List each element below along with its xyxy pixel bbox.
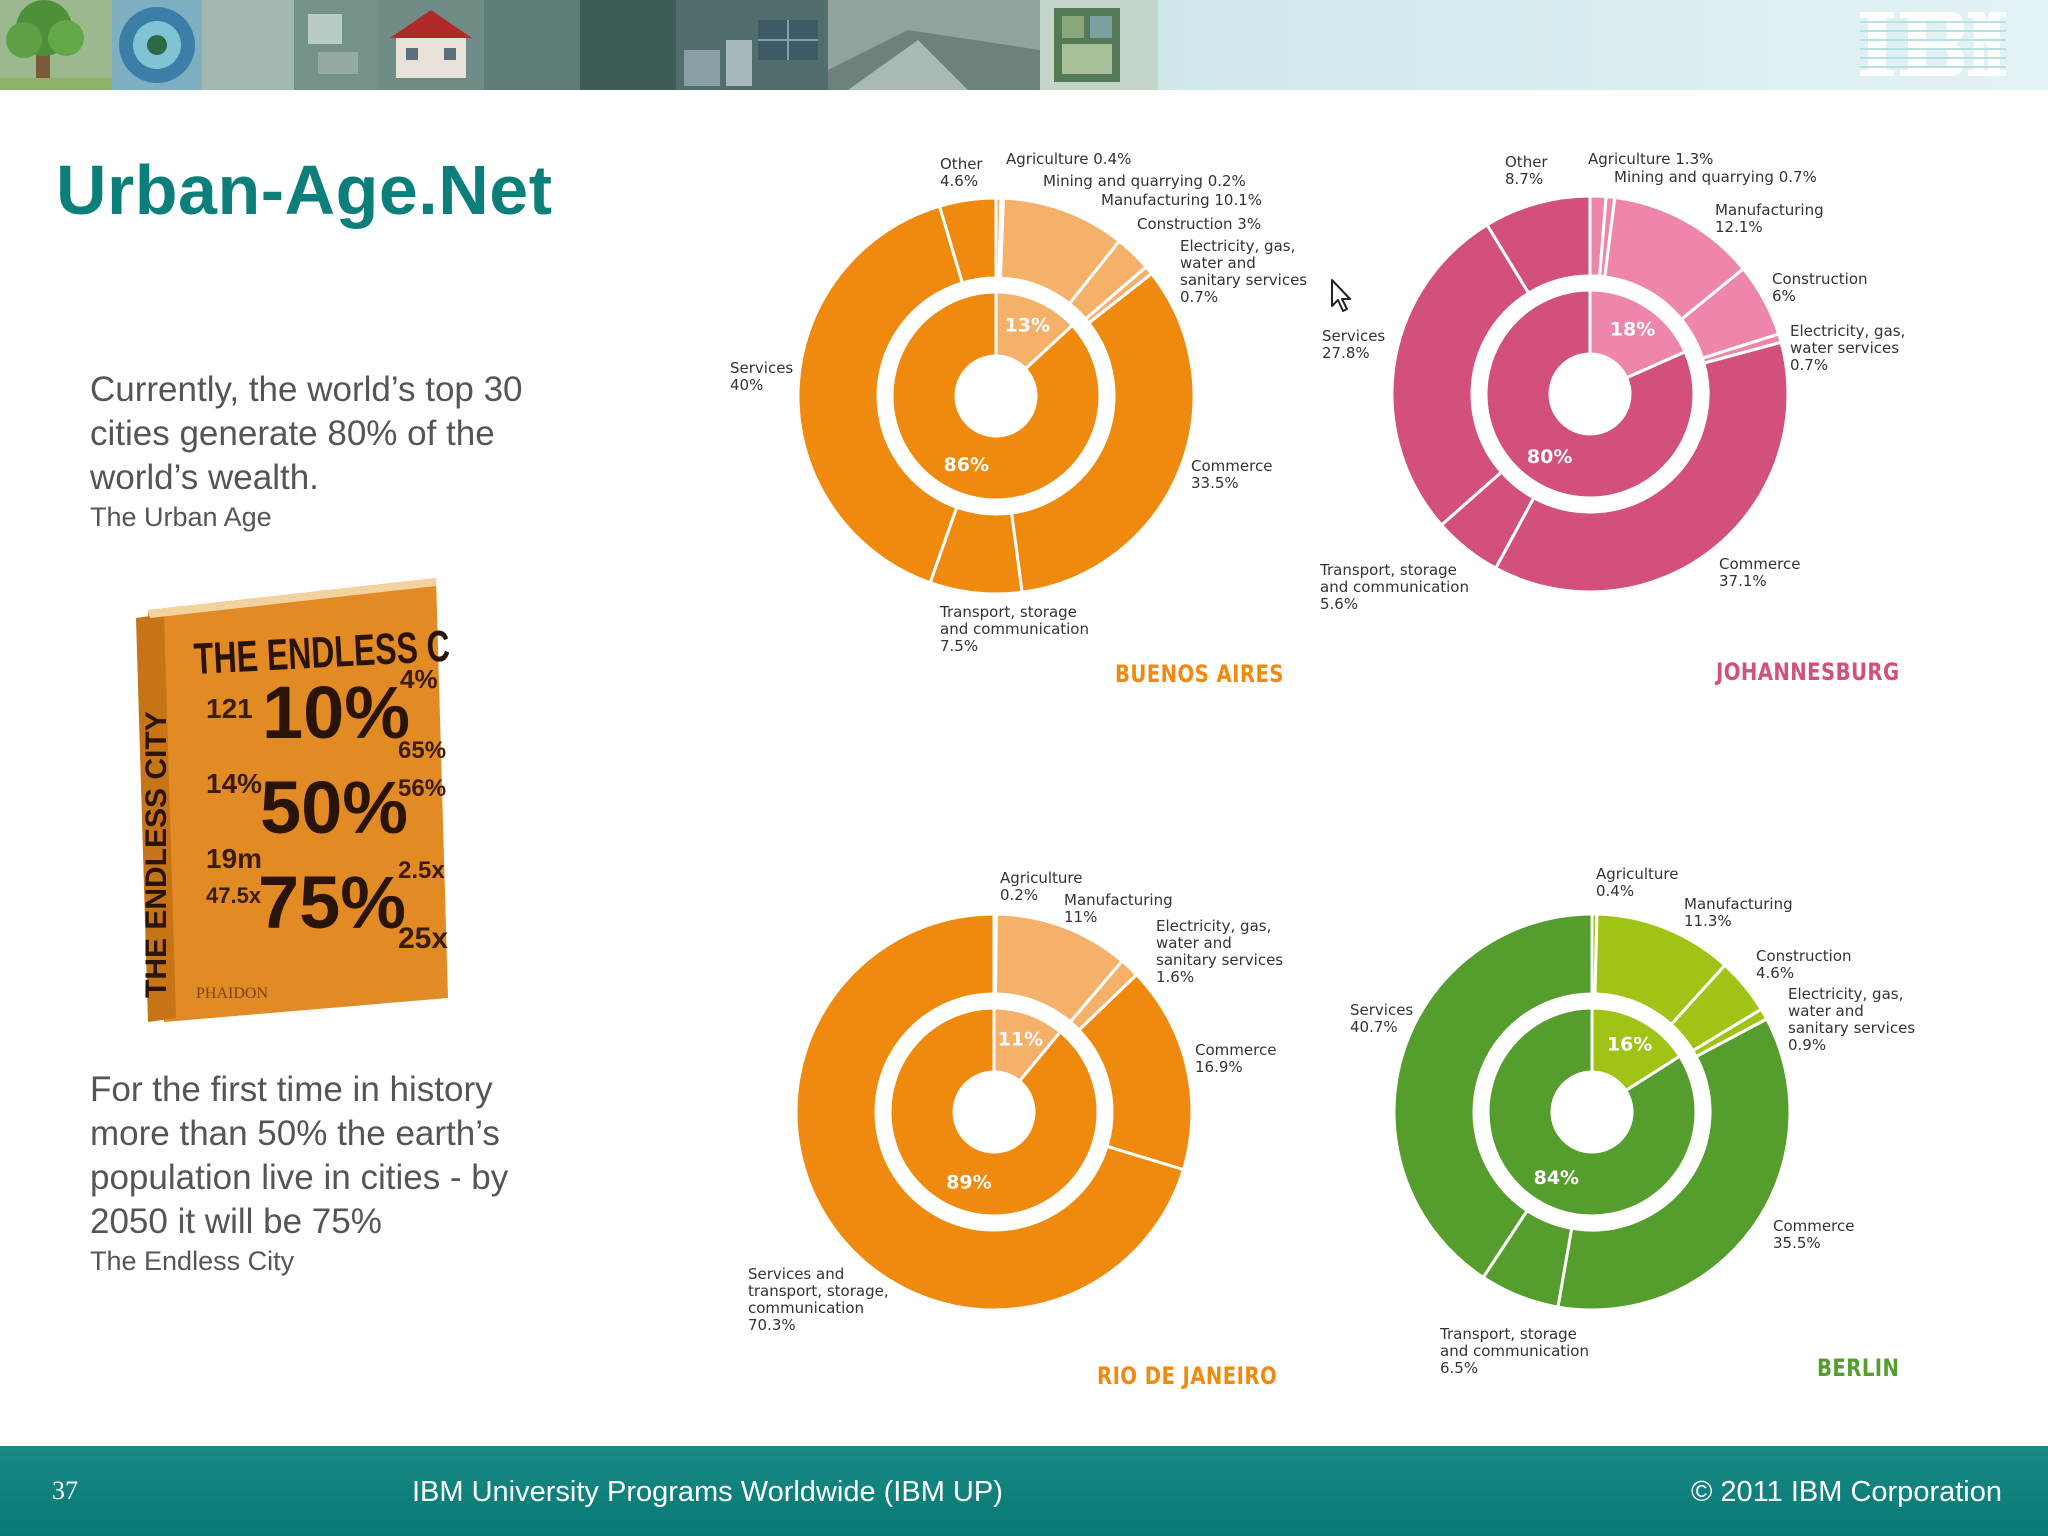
outer-ring-slice-commerce bbox=[1493, 340, 1790, 594]
chart-label-other: Other 8.7% bbox=[1505, 153, 1548, 188]
chart-label-electricity: Electricity, gas, water and sanitary ser… bbox=[1788, 985, 1916, 1054]
chart-label-commerce: Commerce 35.5% bbox=[1773, 1217, 1855, 1252]
chart-label-transport: Transport, storage and communication 5.6… bbox=[1320, 561, 1469, 613]
globe-diagram-image bbox=[112, 0, 202, 90]
outer-ring-slice-commerce bbox=[1556, 1016, 1792, 1312]
chart-label-commerce: Commerce 16.9% bbox=[1195, 1041, 1277, 1076]
book-publisher: PHAIDON bbox=[196, 985, 268, 1002]
aerial-photo bbox=[828, 0, 1040, 90]
chart-label-manufacturing: Manufacturing 12.1% bbox=[1715, 201, 1824, 236]
donut-chart-rio-de-janeiro: 11% 89% bbox=[794, 912, 1194, 1312]
donut-chart-buenos-aires: 13% 86% bbox=[796, 196, 1196, 596]
inner-ring-label: 86% bbox=[944, 454, 989, 476]
book-number-1: 10% bbox=[262, 671, 410, 754]
banner-panel bbox=[484, 0, 580, 90]
book-side-number: 25x bbox=[398, 922, 448, 955]
city-name-berlin: BERLIN bbox=[1817, 1354, 1900, 1382]
house-photo bbox=[378, 0, 484, 90]
inner-ring-label: 11% bbox=[998, 1029, 1043, 1051]
chart-label-transport: Transport, storage and communication 6.5… bbox=[1440, 1325, 1589, 1377]
book-side-number: 14% bbox=[206, 768, 262, 799]
book-side-number: 121 bbox=[206, 693, 253, 724]
book-cover-image: THE ENDLESS CITY THE ENDLESS CITY 10% 50… bbox=[136, 578, 450, 1022]
outer-ring-slice-services bbox=[1392, 912, 1594, 1280]
chart-label-commerce: Commerce 33.5% bbox=[1191, 457, 1273, 492]
book-side-number: 56% bbox=[398, 775, 446, 802]
inner-ring-slice-2 bbox=[1486, 1006, 1698, 1218]
outer-ring-slice-commerce bbox=[1009, 271, 1196, 594]
chart-label-agriculture: Agriculture 0.2% bbox=[1000, 869, 1083, 904]
chart-label-services: Services 40% bbox=[730, 359, 794, 394]
chart-label-agriculture: Agriculture 0.4% bbox=[1596, 865, 1679, 900]
outer-ring-slice-other bbox=[937, 196, 998, 285]
inner-ring-slice-2 bbox=[888, 1006, 1100, 1218]
book-number-3: 75% bbox=[258, 861, 406, 944]
inner-ring-label: 84% bbox=[1534, 1167, 1579, 1189]
inner-ring-slice-2 bbox=[1484, 288, 1696, 500]
donut-chart-johannesburg: 18% 80% bbox=[1390, 194, 1790, 594]
page-number: 37 bbox=[52, 1476, 78, 1505]
book-side-number: 65% bbox=[398, 737, 446, 764]
quote-bottom-source: The Endless City bbox=[90, 1246, 295, 1276]
chart-label-mining: Mining and quarrying 0.7% bbox=[1614, 168, 1817, 186]
chart-label-electricity: Electricity, gas, water services 0.7% bbox=[1790, 322, 1906, 374]
chart-label-agriculture: Agriculture 0.4% bbox=[1006, 150, 1132, 168]
chart-label-construction: Construction 6% bbox=[1772, 270, 1868, 305]
chart-label-services: Services 40.7% bbox=[1350, 1001, 1414, 1036]
chart-label-other: Other 4.6% bbox=[940, 155, 983, 190]
book-side-number: 4% bbox=[400, 664, 438, 694]
chart-label-agriculture: Agriculture 1.3% bbox=[1588, 150, 1714, 168]
city-name-johannesburg: JOHANNESBURG bbox=[1716, 658, 1900, 686]
inner-ring-label: 89% bbox=[946, 1172, 991, 1194]
book-side-number: 47.5x bbox=[206, 883, 262, 908]
chart-label-construction: Construction 4.6% bbox=[1756, 947, 1852, 982]
chart-label-manufacturing: Manufacturing 11% bbox=[1064, 891, 1173, 926]
book-spine-text: THE ENDLESS CITY bbox=[140, 711, 173, 998]
chart-label-construction: Construction 3% bbox=[1137, 215, 1262, 233]
chart-label-electricity: Electricity, gas, water and sanitary ser… bbox=[1180, 237, 1308, 306]
footer-bar: 37 IBM University Programs Worldwide (IB… bbox=[0, 1446, 2048, 1536]
book-side-number: 2.5x bbox=[398, 857, 445, 884]
chart-label-commerce: Commerce 37.1% bbox=[1719, 555, 1801, 590]
quote-bottom: For the first time in history more than … bbox=[90, 1070, 509, 1241]
tablet-photo bbox=[1040, 0, 1158, 90]
outer-ring-slice-services bbox=[796, 204, 965, 585]
chart-label-transport: Transport, storage and communication 7.5… bbox=[940, 603, 1089, 655]
header-banner bbox=[0, 0, 2048, 90]
inner-ring-label: 13% bbox=[1005, 315, 1050, 337]
book-number-2: 50% bbox=[260, 766, 408, 849]
slide-title: Urban-Age.Net bbox=[56, 151, 553, 229]
inner-ring-label: 16% bbox=[1607, 1034, 1652, 1056]
city-name-rio-de-janeiro: RIO DE JANEIRO bbox=[1097, 1362, 1278, 1390]
mouse-cursor-icon bbox=[1331, 279, 1351, 312]
quote-top: Currently, the world’s top 30 cities gen… bbox=[90, 370, 523, 497]
outer-ring-slice-services bbox=[1390, 222, 1531, 528]
outer-ring-slice-services-and-transport-storage-communication bbox=[794, 912, 1186, 1312]
sketch-image bbox=[294, 0, 378, 90]
city-photo bbox=[676, 0, 828, 90]
inner-ring-label: 18% bbox=[1610, 319, 1655, 341]
inner-ring-slice-2 bbox=[890, 290, 1102, 502]
banner-panel bbox=[202, 0, 294, 90]
chart-label-manufacturing: Manufacturing 10.1% bbox=[1101, 191, 1263, 209]
chart-label-services: Services and transport, storage, communi… bbox=[748, 1265, 889, 1334]
city-name-buenos-aires: BUENOS AIRES bbox=[1115, 660, 1284, 688]
chart-label-manufacturing: Manufacturing 11.3% bbox=[1684, 895, 1793, 930]
outer-ring-slice-other bbox=[1485, 194, 1592, 296]
ibm-logo bbox=[1860, 12, 2006, 76]
inner-ring-label: 80% bbox=[1527, 446, 1572, 468]
inner-ring-slice-1 bbox=[1588, 288, 1688, 380]
footer-copyright: © 2011 IBM Corporation bbox=[1691, 1476, 2002, 1508]
chart-label-electricity: Electricity, gas, water and sanitary ser… bbox=[1156, 917, 1284, 986]
footer-program-name: IBM University Programs Worldwide (IBM U… bbox=[412, 1476, 1003, 1508]
banner-panel bbox=[580, 0, 676, 90]
chart-label-mining: Mining and quarrying 0.2% bbox=[1043, 172, 1246, 190]
tree-photo bbox=[0, 0, 112, 90]
book-side-number: 19m bbox=[206, 843, 262, 874]
chart-label-services: Services 27.8% bbox=[1322, 327, 1386, 362]
quote-top-source: The Urban Age bbox=[90, 502, 272, 532]
donut-chart-berlin: 16% 84% bbox=[1392, 912, 1792, 1312]
